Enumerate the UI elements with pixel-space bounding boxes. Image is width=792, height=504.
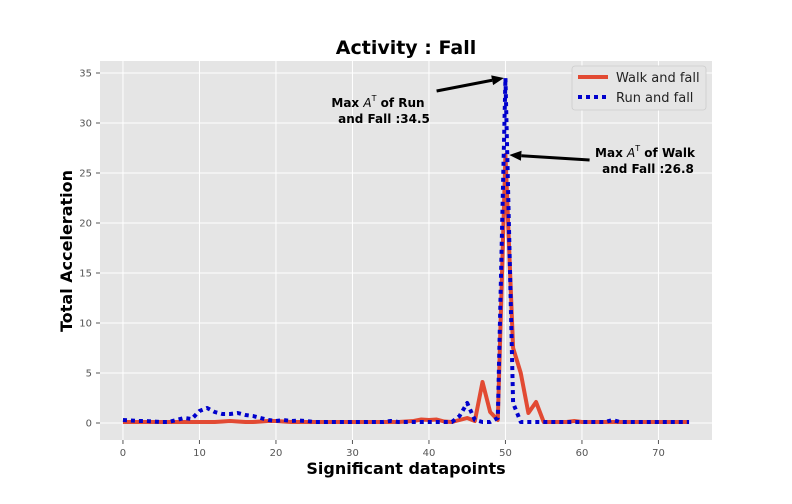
annotation-arrow-shaft [436, 78, 493, 93]
series-line-run-and-fall [122, 76, 690, 424]
x-tick-label: 30 [346, 448, 359, 459]
y-axis-title: Total Acceleration [57, 170, 76, 332]
annotation-arrow-shaft [521, 154, 590, 162]
x-axis-title: Significant datapoints [306, 459, 505, 478]
y-tick-label: 20 [79, 219, 92, 230]
x-tick-label: 40 [423, 448, 436, 459]
annotation-arrow-head [509, 150, 522, 161]
svg-text:and Fall :34.5: and Fall :34.5 [338, 112, 430, 126]
svg-text:Max AT of Run: Max AT of Run [331, 94, 424, 110]
x-tick-label: 0 [120, 448, 126, 459]
chart-title: Activity : Fall [336, 37, 476, 59]
annotation-walk-max: Max AT of Walk and Fall :26.8 [595, 144, 696, 176]
x-axis-ticks: 0 10 20 30 40 50 60 70 [120, 440, 665, 459]
y-tick-label: 5 [86, 369, 92, 380]
svg-text:Max AT of Walk: Max AT of Walk [595, 144, 696, 160]
annotation-arrows [436, 75, 590, 162]
y-tick-label: 0 [86, 419, 92, 430]
x-tick-label: 10 [193, 448, 206, 459]
series-lines [122, 76, 690, 424]
x-tick-label: 70 [652, 448, 665, 459]
plot-area [100, 61, 712, 440]
annotation-run-max: Max AT of Run and Fall :34.5 [331, 94, 430, 126]
legend: Walk and fall Run and fall [571, 65, 707, 111]
svg-text:and Fall :26.8: and Fall :26.8 [602, 162, 694, 176]
x-tick-label: 50 [499, 448, 512, 459]
legend-run-label: Run and fall [616, 91, 693, 106]
y-tick-label: 15 [79, 269, 92, 280]
annotation-arrow-head [491, 75, 504, 86]
x-tick-label: 20 [270, 448, 283, 459]
y-tick-label: 10 [79, 319, 92, 330]
legend-walk-label: Walk and fall [616, 71, 700, 86]
x-tick-label: 60 [576, 448, 589, 459]
y-axis-ticks: 0 5 10 15 20 25 30 35 [79, 69, 100, 430]
y-tick-label: 25 [79, 169, 92, 180]
y-tick-label: 30 [79, 119, 92, 130]
y-tick-label: 35 [79, 69, 92, 80]
